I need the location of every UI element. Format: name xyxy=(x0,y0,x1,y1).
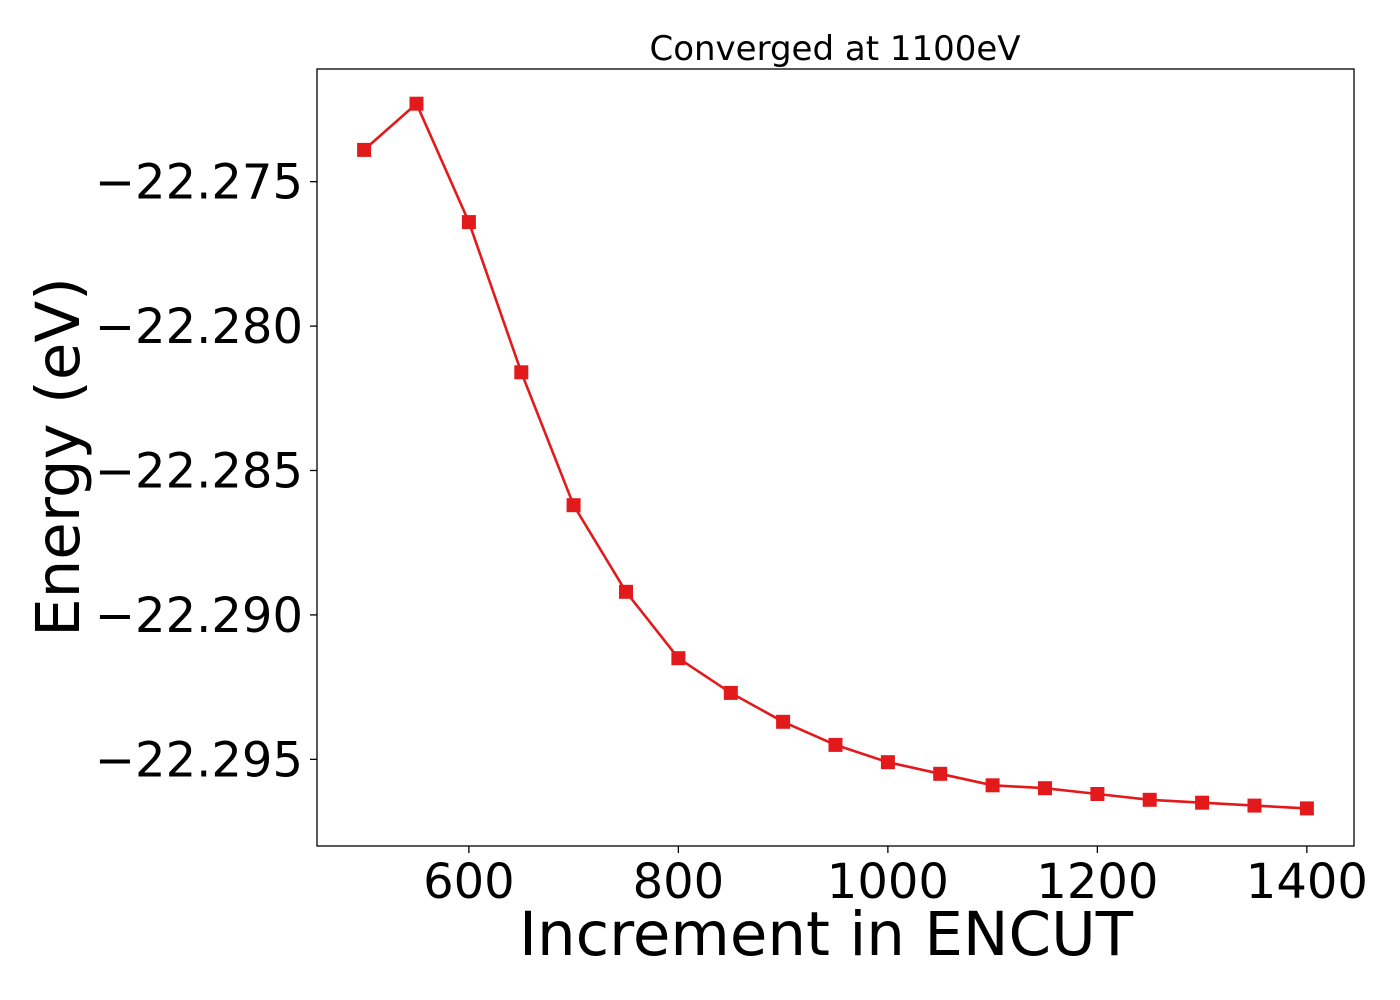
data-point xyxy=(1195,795,1210,810)
y-tick-label: −22.275 xyxy=(95,155,303,211)
data-point xyxy=(409,96,424,111)
data-point xyxy=(566,498,581,513)
x-axis-label: Increment in ENCUT xyxy=(519,899,1134,970)
data-point xyxy=(985,778,1000,793)
y-tick-label: −22.295 xyxy=(95,732,303,788)
data-point xyxy=(1038,781,1052,796)
data-point xyxy=(1247,798,1262,813)
y-axis: −22.275 −22.280 −22.285 −22.290 −22.295 xyxy=(95,155,317,788)
data-point xyxy=(671,651,686,666)
data-point xyxy=(357,142,372,157)
data-point xyxy=(619,584,633,599)
data-markers xyxy=(357,96,1314,816)
y-tick-label: −22.285 xyxy=(95,443,303,499)
x-tick-label: 1200 xyxy=(1036,854,1158,910)
x-tick-label: 600 xyxy=(423,854,515,910)
data-point xyxy=(1090,787,1105,801)
x-tick-label: 800 xyxy=(633,854,725,910)
data-point xyxy=(1299,801,1314,816)
y-tick-label: −22.290 xyxy=(95,588,303,644)
data-point xyxy=(1142,792,1157,807)
data-point xyxy=(828,737,843,752)
series-line xyxy=(363,101,1307,810)
data-point xyxy=(933,766,948,781)
x-axis: 600 800 1000 1200 1400 xyxy=(423,846,1368,910)
x-tick-label: 1400 xyxy=(1246,854,1368,910)
chart-title: Converged at 1100eV xyxy=(649,29,1020,69)
data-point xyxy=(514,365,529,380)
data-point xyxy=(776,714,791,729)
plot-area xyxy=(316,68,1355,847)
plot-frame xyxy=(316,68,1355,847)
y-axis-label: Energy (eV) xyxy=(23,277,94,637)
data-point xyxy=(461,215,476,230)
data-point xyxy=(723,685,738,700)
x-tick-label: 1000 xyxy=(827,854,949,910)
y-tick-label: −22.280 xyxy=(95,299,303,355)
data-point xyxy=(880,755,895,770)
